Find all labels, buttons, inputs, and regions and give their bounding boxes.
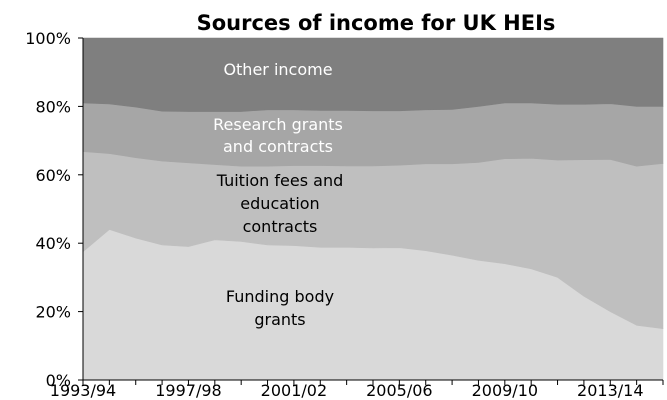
area-labels-layer: Funding body grants Tuition fees and educat…	[213, 60, 343, 329]
chart-title: Sources of income for UK HEIs	[197, 11, 556, 35]
area-label-tuition-fees-and-education-contracts: Tuition fees and education contracts	[216, 171, 344, 236]
x-tick-label: 2001/02	[261, 381, 327, 400]
area-label-funding-body-grants: Funding body grants	[226, 287, 334, 329]
x-tick-label: 2009/10	[472, 381, 538, 400]
x-tick-label: 1997/98	[155, 381, 221, 400]
x-tick-label: 2005/06	[366, 381, 432, 400]
x-tick-label: 2013/14	[577, 381, 643, 400]
area-research-grants-and-contracts	[82, 102, 664, 167]
axes-layer: 0% 20% 40% 60% 80% 100% 1993/94 1997/98 2001/02 2…	[25, 29, 664, 400]
y-tick-label: 100%	[25, 29, 71, 48]
area-label-other-income: Other income	[223, 60, 332, 79]
area-other-income	[82, 37, 664, 112]
y-tick-label: 80%	[35, 97, 71, 116]
areas-layer	[82, 37, 664, 381]
y-tick-label: 0%	[46, 371, 71, 390]
x-tick-label: 1993/94	[50, 381, 116, 400]
y-tick-label: 60%	[35, 166, 71, 185]
y-tick-label: 20%	[35, 303, 71, 322]
area-label-research-grants-and-contracts: Research grants and contracts	[213, 115, 343, 156]
y-tick-label: 40%	[35, 234, 71, 253]
